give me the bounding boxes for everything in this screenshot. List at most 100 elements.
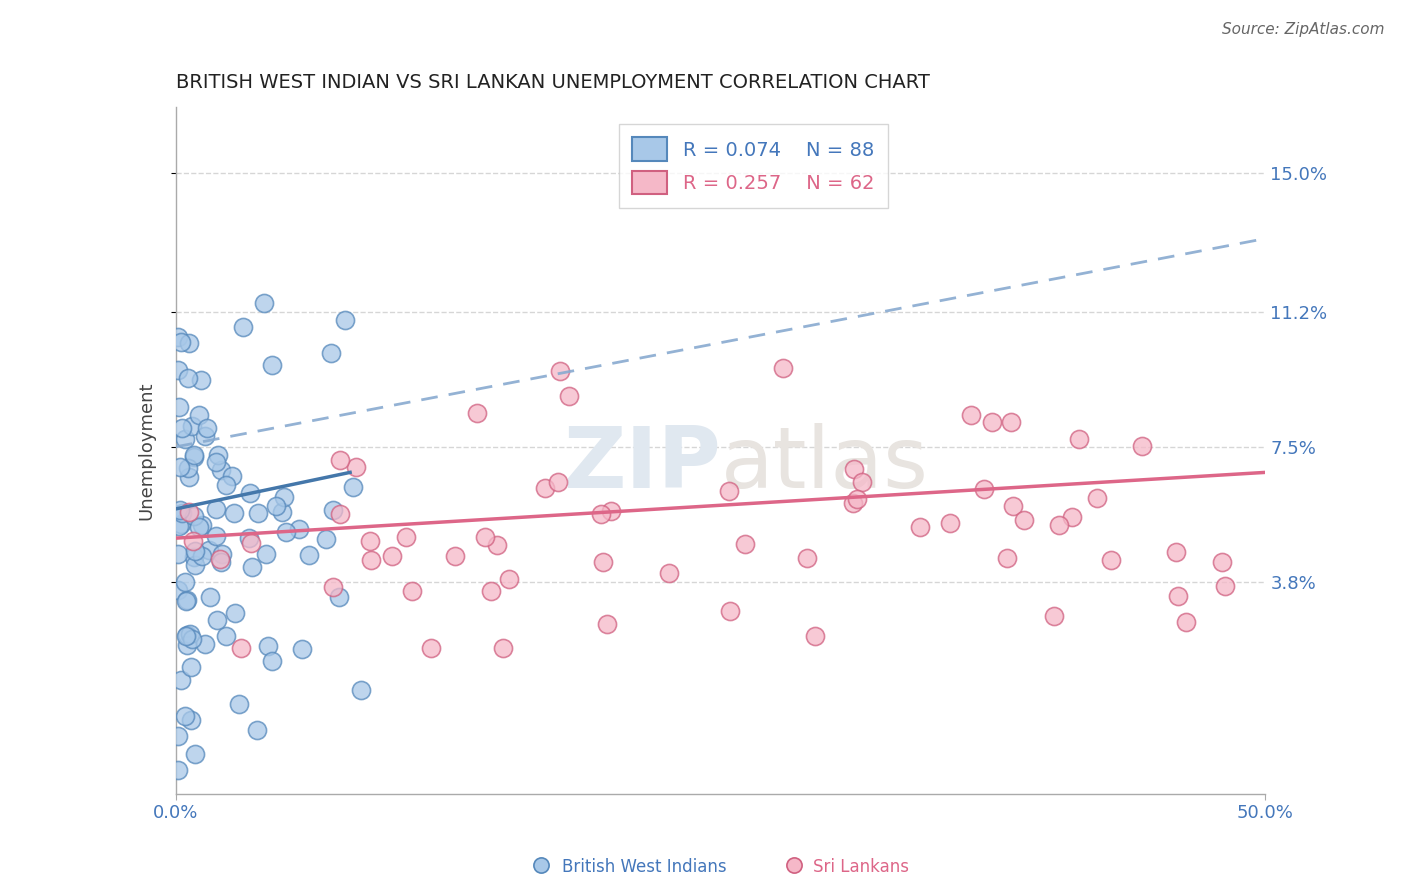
Point	[980, 415, 1002, 429]
Point	[177, 469, 200, 483]
Point	[239, 486, 262, 500]
Point	[180, 713, 202, 727]
Point	[718, 604, 741, 618]
Point	[167, 729, 190, 743]
Point	[1001, 499, 1024, 513]
Point	[319, 345, 342, 359]
Point	[342, 479, 364, 493]
Point	[1014, 513, 1036, 527]
Point	[479, 584, 502, 599]
Point	[851, 475, 873, 490]
Point	[359, 534, 381, 549]
Point	[344, 460, 367, 475]
Point	[204, 529, 226, 543]
Point	[596, 617, 619, 632]
Point	[211, 547, 233, 561]
Point	[1213, 579, 1236, 593]
Point	[1099, 553, 1122, 567]
Point	[231, 640, 253, 655]
Point	[179, 626, 201, 640]
Point	[177, 336, 200, 351]
Point	[208, 551, 231, 566]
Point	[1043, 609, 1066, 624]
Point	[176, 638, 198, 652]
Point	[846, 491, 869, 506]
Text: atlas: atlas	[721, 423, 928, 506]
Point	[1000, 415, 1022, 429]
Point	[174, 594, 197, 608]
Point	[256, 639, 278, 653]
Point	[167, 582, 190, 597]
Point	[246, 723, 269, 737]
Point	[1085, 491, 1108, 506]
Point	[253, 296, 276, 310]
Point	[772, 361, 794, 376]
Point	[270, 505, 292, 519]
Point	[167, 547, 190, 561]
Point	[170, 421, 193, 435]
Text: ZIP: ZIP	[562, 423, 721, 506]
Point	[444, 549, 467, 564]
Point	[329, 507, 352, 521]
Point	[194, 429, 217, 443]
Point	[1060, 509, 1083, 524]
Point	[485, 538, 508, 552]
Point	[222, 506, 245, 520]
Point	[1130, 440, 1153, 454]
Point	[260, 654, 283, 668]
Point	[557, 389, 579, 403]
Point	[804, 629, 827, 643]
Point	[177, 371, 200, 385]
Point	[973, 482, 995, 496]
Point	[184, 544, 207, 558]
Point	[322, 580, 344, 594]
Point	[298, 548, 321, 562]
Point	[205, 613, 228, 627]
Point	[228, 697, 250, 711]
Point	[335, 312, 357, 326]
Point	[198, 591, 221, 605]
Point	[315, 533, 337, 547]
Point	[176, 593, 198, 607]
Point	[209, 463, 232, 477]
Point	[184, 747, 207, 762]
Point	[188, 520, 211, 534]
Point	[183, 448, 205, 462]
Point	[591, 508, 613, 522]
Point	[167, 763, 190, 777]
Text: Source: ZipAtlas.com: Source: ZipAtlas.com	[1222, 22, 1385, 37]
Point	[844, 461, 866, 475]
Point	[169, 401, 191, 415]
Point	[360, 552, 382, 566]
Point	[167, 330, 190, 344]
Point	[658, 566, 681, 581]
Point	[547, 475, 569, 489]
Point	[718, 484, 741, 499]
Point	[960, 409, 983, 423]
Point	[167, 519, 190, 533]
Point	[401, 584, 423, 599]
Point	[187, 408, 209, 422]
Point	[238, 531, 260, 545]
Point	[177, 461, 200, 475]
Point	[195, 421, 218, 435]
Point	[1164, 545, 1187, 559]
Point	[329, 452, 352, 467]
Point	[170, 506, 193, 520]
Point	[190, 517, 212, 532]
Point	[350, 683, 373, 698]
Point	[841, 496, 863, 510]
Point	[176, 628, 198, 642]
Point	[207, 448, 229, 462]
Point	[395, 530, 418, 544]
Point	[169, 517, 191, 532]
Point	[474, 530, 496, 544]
Point	[190, 549, 212, 563]
Point	[167, 363, 190, 377]
Point	[273, 490, 295, 504]
Point	[498, 572, 520, 586]
Point	[205, 501, 228, 516]
Point	[995, 551, 1018, 566]
Point	[1167, 589, 1189, 603]
Point	[179, 505, 201, 519]
